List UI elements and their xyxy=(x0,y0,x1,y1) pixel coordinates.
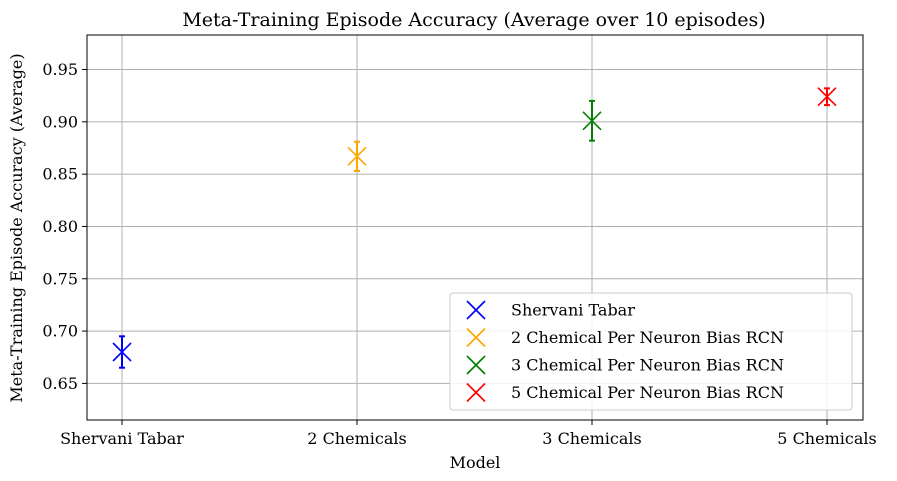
y-tick-label: 0.70 xyxy=(42,322,78,341)
legend: Shervani Tabar 2 Chemical Per Neuron Bias… xyxy=(449,292,853,411)
y-tick-label: 0.90 xyxy=(42,112,78,131)
axis-ticks: Shervani Tabar 2 Chemicals 3 Chemicals 5 Ch… xyxy=(42,60,876,448)
y-tick-label: 0.85 xyxy=(42,165,78,184)
x-tick-label: 3 Chemicals xyxy=(542,429,641,448)
y-tick-label: 0.95 xyxy=(42,60,78,79)
legend-label: 2 Chemical Per Neuron Bias RCN xyxy=(511,328,784,347)
data-point xyxy=(112,335,132,369)
legend-box xyxy=(449,292,853,411)
y-tick-label: 0.80 xyxy=(42,217,78,236)
x-marker xyxy=(817,87,837,107)
x-marker xyxy=(347,146,367,166)
y-tick-label: 0.75 xyxy=(42,269,78,288)
x-axis-label: Model xyxy=(450,453,501,472)
legend-x-marker xyxy=(466,300,486,320)
legend-x-marker xyxy=(466,382,486,403)
data-marks xyxy=(112,87,837,369)
chart-title: Meta-Training Episode Accuracy (Average … xyxy=(182,9,765,31)
data-point xyxy=(817,87,837,107)
x-marker xyxy=(582,111,602,131)
legend-x-marker xyxy=(466,355,486,375)
x-tick-label: 2 Chemicals xyxy=(307,429,406,448)
plot-frame xyxy=(86,34,864,421)
legend-item: 2 Chemical Per Neuron Bias RCN xyxy=(466,327,784,348)
y-axis-label: Meta-Training Episode Accuracy (Average) xyxy=(7,53,26,402)
y-tick-label: 0.65 xyxy=(42,374,78,393)
x-tick-label: Shervani Tabar xyxy=(60,429,184,448)
legend-label: 3 Chemical Per Neuron Bias RCN xyxy=(511,356,784,375)
legend-x-marker xyxy=(466,327,486,348)
data-point xyxy=(347,140,367,173)
x-tick-label: 5 Chemicals xyxy=(777,429,876,448)
x-marker xyxy=(112,342,132,362)
data-point xyxy=(582,99,602,142)
legend-item: 3 Chemical Per Neuron Bias RCN xyxy=(466,355,784,375)
legend-item: 5 Chemical Per Neuron Bias RCN xyxy=(466,382,784,403)
legend-label: 5 Chemical Per Neuron Bias RCN xyxy=(511,383,784,402)
legend-item: Shervani Tabar xyxy=(466,300,635,320)
legend-label: Shervani Tabar xyxy=(511,301,635,320)
